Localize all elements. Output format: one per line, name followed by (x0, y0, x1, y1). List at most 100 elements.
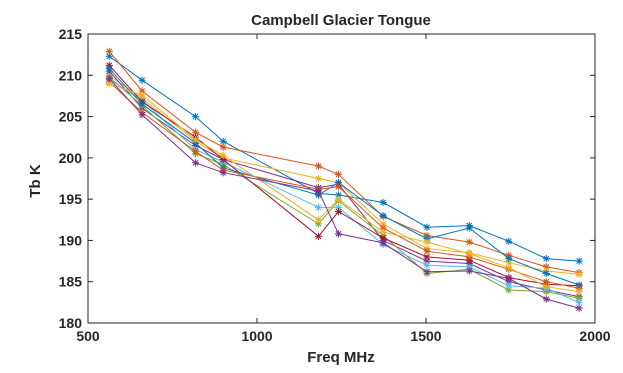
series-line (108, 68, 580, 286)
y-tick-label: 200 (59, 150, 83, 166)
data-point (314, 191, 323, 199)
data-point (542, 283, 550, 291)
data-point (219, 155, 227, 164)
data-point (379, 228, 387, 236)
series-line (109, 74, 580, 275)
x-tick-label: 1000 (241, 328, 272, 344)
data-point (379, 212, 387, 220)
data-point (334, 203, 343, 211)
data-point (105, 52, 113, 60)
data-point (191, 112, 200, 121)
data-point (379, 239, 387, 247)
data-point (314, 220, 323, 228)
data-point (334, 191, 343, 199)
data-point (542, 295, 550, 303)
data-point (314, 232, 323, 240)
data-point (314, 187, 323, 195)
y-tick-label: 215 (59, 26, 83, 42)
data-point (505, 264, 513, 272)
data-point (191, 128, 200, 136)
data-point (505, 286, 513, 294)
data-point (423, 253, 431, 261)
series-10 (105, 79, 583, 296)
data-point (138, 76, 146, 84)
data-point (465, 267, 473, 275)
y-tick-label: 205 (59, 109, 83, 125)
data-point (423, 257, 431, 265)
data-point (423, 261, 431, 269)
data-point (505, 274, 513, 283)
data-point (191, 147, 200, 155)
data-point (423, 238, 431, 246)
y-tick-label: 210 (59, 67, 83, 83)
y-axis-label: Tb K (27, 164, 44, 197)
data-point (542, 278, 550, 286)
x-tick-label: 1500 (410, 328, 441, 344)
data-point (575, 270, 583, 278)
data-point (138, 87, 146, 95)
data-point (423, 268, 431, 276)
x-tick-label: 2000 (579, 328, 610, 344)
data-point (505, 282, 513, 290)
data-point (191, 159, 200, 167)
data-point (575, 298, 583, 306)
x-axis-label: Freq MHz (307, 349, 375, 366)
data-point (334, 230, 343, 238)
data-point (138, 100, 146, 108)
data-point (314, 162, 323, 170)
x-tick-label: 500 (76, 328, 100, 344)
data-point (542, 254, 550, 263)
data-point (542, 269, 550, 278)
data-point (219, 151, 227, 159)
y-tick-label: 180 (59, 315, 83, 331)
data-point (465, 224, 473, 232)
data-point (542, 263, 550, 271)
data-point (505, 237, 513, 245)
data-point (138, 91, 146, 99)
chart-title: Campbell Glacier Tongue (251, 12, 431, 29)
series-11 (105, 74, 583, 312)
data-point (379, 234, 387, 242)
data-point (138, 111, 146, 119)
data-point (105, 65, 113, 73)
series-line (108, 50, 580, 274)
y-tick-label: 195 (59, 191, 83, 207)
data-point (575, 294, 583, 302)
y-tick-label: 185 (59, 274, 83, 290)
data-point (575, 257, 583, 265)
data-point (465, 263, 473, 271)
data-point (191, 136, 200, 144)
data-point (105, 74, 113, 83)
data-point (334, 170, 343, 178)
data-point (219, 143, 227, 151)
series-line (109, 78, 580, 303)
data-point (105, 47, 113, 55)
data-point (334, 179, 343, 187)
data-point (219, 169, 227, 177)
series-line (108, 78, 580, 309)
data-point (379, 224, 387, 232)
data-point (575, 304, 583, 312)
data-point (105, 79, 113, 88)
data-point (314, 203, 323, 211)
series-layer (105, 47, 583, 312)
axes-box (87, 33, 596, 324)
data-point (379, 220, 387, 228)
data-point (219, 137, 227, 145)
series-1 (105, 52, 583, 265)
y-tick-label: 190 (59, 232, 83, 248)
data-point (465, 250, 473, 258)
tick-layer: 500 1000 1500 2000 180 185 190 195 200 205 210 215 (59, 26, 611, 344)
series-line (108, 65, 580, 287)
data-point (505, 259, 513, 267)
data-point (334, 195, 343, 203)
series-line (109, 83, 580, 293)
data-point (379, 198, 387, 207)
data-point (575, 288, 583, 296)
data-point (465, 238, 473, 246)
series-line (109, 55, 580, 262)
series-line (108, 70, 580, 298)
series-3 (105, 71, 583, 278)
